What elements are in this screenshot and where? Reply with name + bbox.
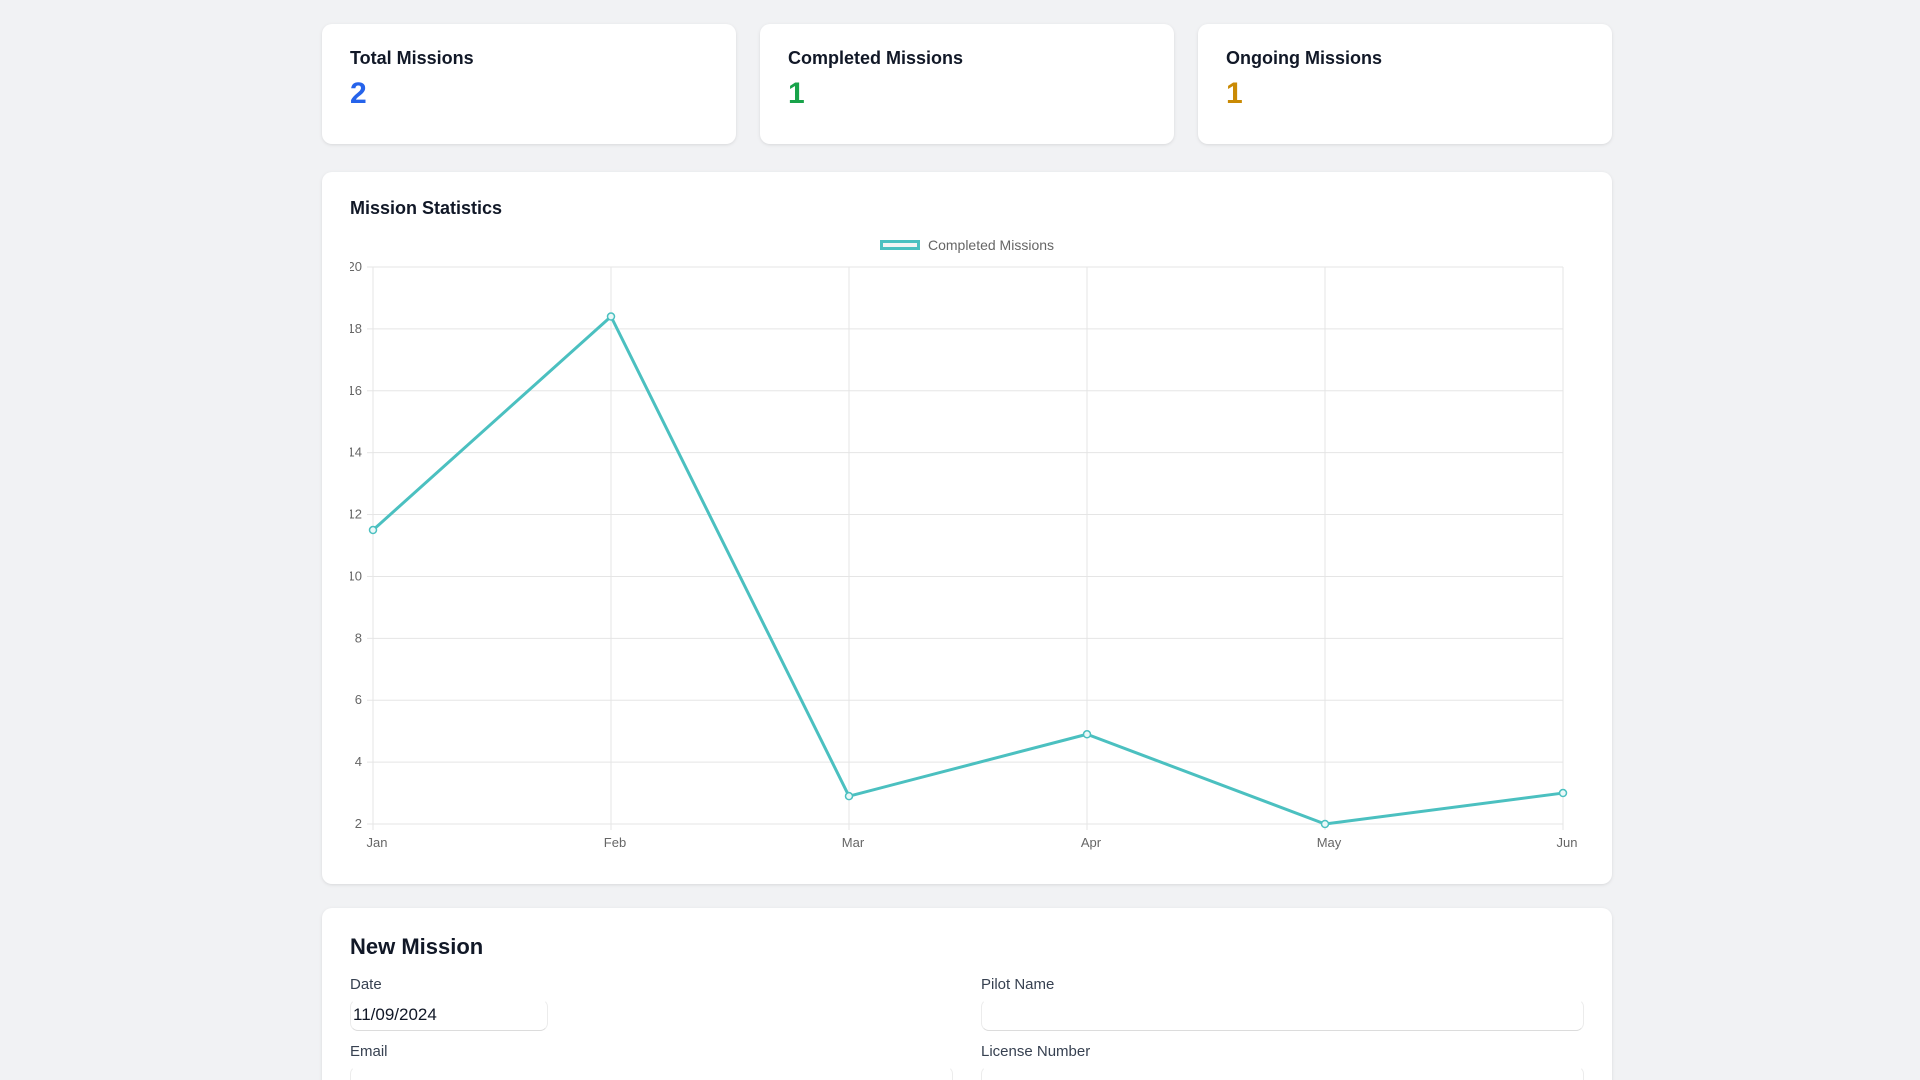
field-license-number: License Number <box>981 1043 1584 1080</box>
field-pilot-name: Pilot Name <box>981 976 1584 1031</box>
field-email: Email <box>350 1043 953 1080</box>
stat-card-ongoing-missions: Ongoing Missions 1 <box>1198 24 1612 144</box>
svg-text:14: 14 <box>350 445 362 460</box>
pilot-name-label: Pilot Name <box>981 976 1055 993</box>
svg-text:Apr: Apr <box>1081 835 1102 850</box>
svg-text:Jun: Jun <box>1557 835 1578 850</box>
stat-card-total-missions: Total Missions 2 <box>322 24 736 144</box>
chart-legend: Completed Missions <box>350 235 1584 255</box>
stat-card-completed-missions: Completed Missions 1 <box>760 24 1174 144</box>
stats-row: Total Missions 2 Completed Missions 1 On… <box>322 24 1612 144</box>
date-input[interactable] <box>350 999 548 1031</box>
new-mission-form: Date Pilot Name Email License Number <box>350 976 1584 1080</box>
form-title: New Mission <box>350 934 484 959</box>
svg-text:Jan: Jan <box>367 835 388 850</box>
svg-text:Feb: Feb <box>604 835 626 850</box>
email-input[interactable] <box>350 1066 953 1080</box>
stat-title: Ongoing Missions <box>1226 48 1382 68</box>
svg-text:8: 8 <box>355 630 362 645</box>
field-date: Date <box>350 976 953 1031</box>
stat-value: 2 <box>350 77 367 110</box>
svg-text:20: 20 <box>350 259 362 274</box>
line-chart-canvas: 2 4 6 8 10 12 14 16 18 20 Jan Feb Mar Apr May Jun <box>350 259 1578 850</box>
legend-item-completed-missions[interactable]: Completed Missions <box>879 237 1055 253</box>
stat-value: 1 <box>1226 77 1243 110</box>
svg-text:16: 16 <box>350 383 362 398</box>
legend-label: Completed Missions <box>927 237 1055 253</box>
svg-text:Mar: Mar <box>842 835 865 850</box>
new-mission-card: New Mission Date Pilot Name Email Licens… <box>322 908 1612 1080</box>
stat-title: Total Missions <box>350 48 474 68</box>
svg-text:10: 10 <box>350 568 362 583</box>
dashboard-page: Total Missions 2 Completed Missions 1 On… <box>322 0 1612 1080</box>
date-label: Date <box>350 976 382 993</box>
svg-text:12: 12 <box>350 507 362 522</box>
svg-text:2: 2 <box>355 816 362 831</box>
email-label: Email <box>350 1043 388 1060</box>
svg-text:18: 18 <box>350 321 362 336</box>
license-number-input[interactable] <box>981 1066 1584 1080</box>
svg-text:May: May <box>1317 835 1342 850</box>
svg-text:6: 6 <box>355 692 362 707</box>
stat-value: 1 <box>788 77 805 110</box>
stat-title: Completed Missions <box>788 48 964 68</box>
svg-text:4: 4 <box>355 754 362 769</box>
pilot-name-input[interactable] <box>981 999 1584 1031</box>
mission-statistics-card: Mission Statistics Completed Missions 2 4… <box>322 172 1612 884</box>
legend-swatch <box>879 240 920 250</box>
chart-card-title: Mission Statistics <box>350 198 503 218</box>
license-number-label: License Number <box>981 1043 1091 1060</box>
